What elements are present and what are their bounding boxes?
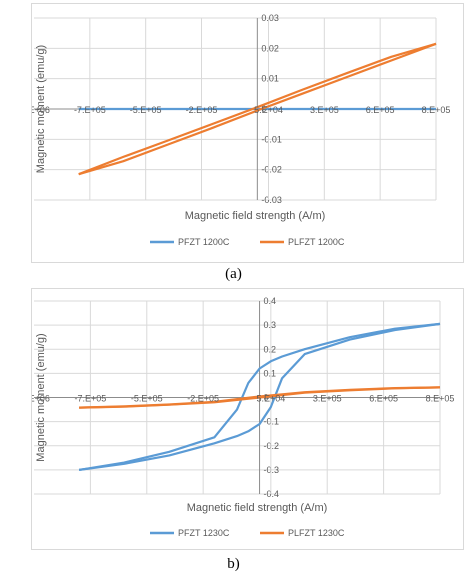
x-tick-label: 6.E+05 [369, 394, 398, 404]
series-line [78, 42, 437, 176]
x-tick-label: -5.E+05 [131, 394, 163, 404]
x-axis-title: Magnetic field strength (A/m) [187, 502, 328, 514]
y-tick-label: -0.01 [261, 134, 282, 144]
x-tick-label: 5.E+04 [254, 105, 283, 115]
x-tick-label: 6.E+05 [366, 105, 395, 115]
legend-label: PLFZT 1230C [288, 528, 345, 538]
x-tick-label: 5.E+04 [256, 394, 285, 404]
x-tick-label: 8.E+05 [422, 105, 451, 115]
x-tick-label: -7.E+05 [74, 105, 106, 115]
x-axis-title: Magnetic field strength (A/m) [185, 210, 326, 222]
y-tick-label: 0.03 [261, 13, 279, 23]
y-tick-label: 0.1 [264, 368, 277, 378]
chart-panel-a: -0.03-0.02-0.0100.010.020.03-1.E+06-7.E+… [31, 3, 464, 263]
chart-b-svg: -0.4-0.3-0.2-0.100.10.20.30.4-1.E+06-7.E… [32, 296, 455, 538]
caption-b: b) [227, 556, 240, 572]
legend-label: PFZT 1230C [178, 528, 230, 538]
x-tick-label: -5.E+05 [130, 105, 162, 115]
y-tick-label: 0.2 [264, 344, 277, 354]
legend-label: PLFZT 1200C [288, 237, 345, 247]
x-tick-label: 8.E+05 [426, 394, 455, 404]
y-tick-label: 0.01 [261, 74, 279, 84]
caption-a: (a) [225, 266, 242, 282]
series-line [78, 322, 441, 471]
chart-panel-b: -0.4-0.3-0.2-0.100.10.20.30.4-1.E+06-7.E… [31, 288, 464, 550]
y-axis-title: Magnetic moment (emu/g) [35, 333, 47, 461]
series-line [78, 322, 441, 471]
y-tick-label: 0.4 [264, 296, 277, 306]
x-tick-label: 3.E+05 [310, 105, 339, 115]
x-tick-label: -7.E+05 [74, 394, 106, 404]
legend-label: PFZT 1200C [178, 237, 230, 247]
x-tick-label: 3.E+05 [313, 394, 342, 404]
y-tick-label: 0.3 [264, 320, 277, 330]
series-line [78, 42, 437, 176]
x-tick-label: -1.E+06 [32, 105, 50, 115]
y-axis-title: Magnetic moment (emu/g) [35, 45, 47, 173]
x-tick-label: -2.E+05 [186, 105, 218, 115]
chart-a-svg: -0.03-0.02-0.0100.010.020.03-1.E+06-7.E+… [32, 13, 451, 247]
series-line [79, 386, 441, 409]
x-tick-label: -1.E+06 [32, 394, 50, 404]
y-tick-label: 0.02 [261, 43, 279, 53]
y-tick-label: -0.03 [261, 195, 282, 205]
x-tick-label: -2.E+05 [187, 394, 219, 404]
y-tick-label: -0.02 [261, 165, 282, 175]
